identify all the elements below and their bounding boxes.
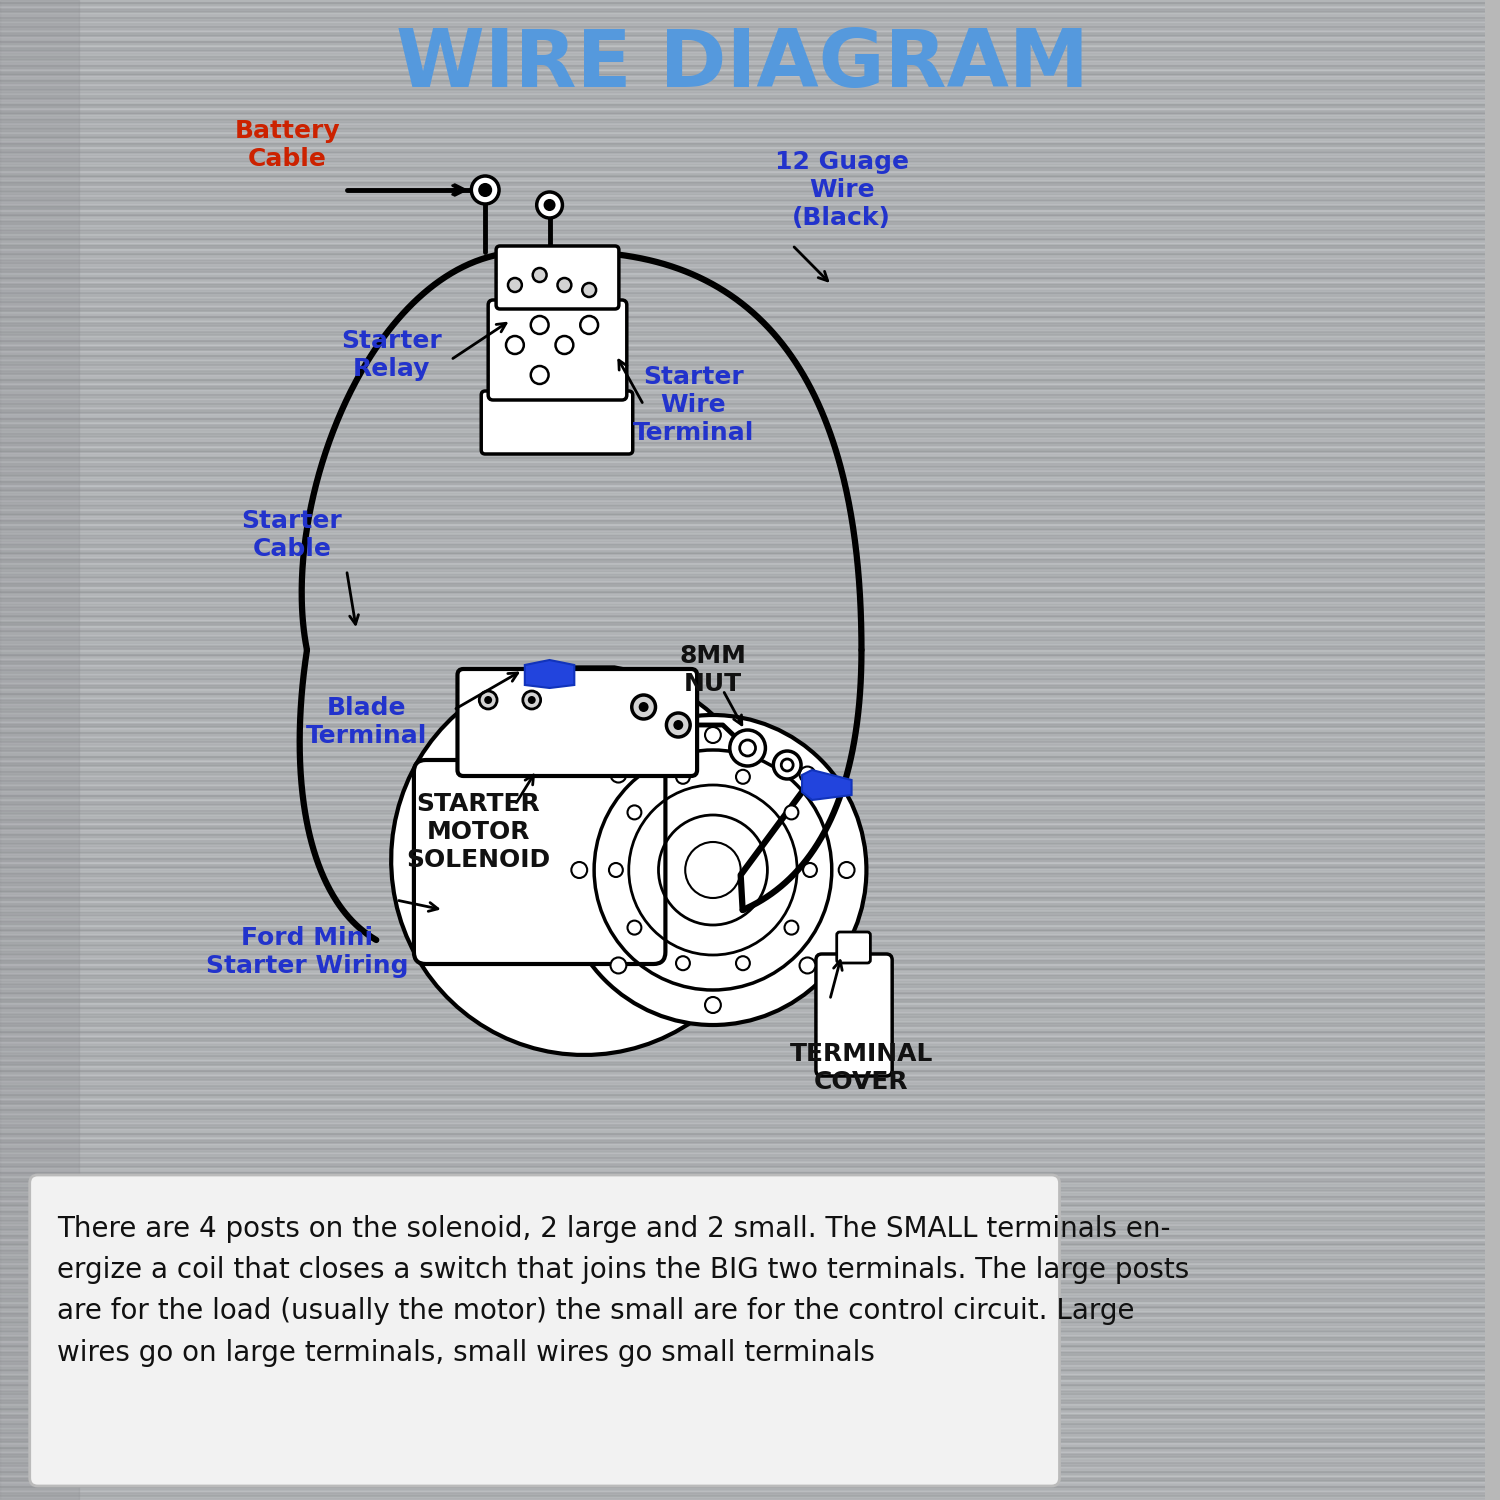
Text: Starter
Cable: Starter Cable	[242, 509, 342, 561]
Circle shape	[531, 316, 549, 334]
Text: Blade
Terminal: Blade Terminal	[306, 696, 428, 748]
Circle shape	[544, 200, 555, 210]
Circle shape	[610, 766, 627, 783]
Circle shape	[509, 278, 522, 292]
Circle shape	[674, 720, 682, 730]
Circle shape	[532, 268, 546, 282]
Text: 8MM
NUT: 8MM NUT	[680, 644, 747, 696]
Circle shape	[480, 184, 490, 196]
Circle shape	[736, 956, 750, 970]
Polygon shape	[525, 660, 574, 688]
Circle shape	[676, 956, 690, 970]
Circle shape	[782, 759, 794, 771]
Text: Starter
Wire
Terminal: Starter Wire Terminal	[633, 364, 754, 446]
Text: 12 Guage
Wire
(Black): 12 Guage Wire (Black)	[774, 150, 909, 230]
Circle shape	[471, 176, 500, 204]
FancyBboxPatch shape	[816, 954, 892, 1076]
Polygon shape	[802, 770, 852, 800]
Circle shape	[555, 336, 573, 354]
FancyBboxPatch shape	[837, 932, 870, 963]
Circle shape	[740, 740, 756, 756]
Circle shape	[639, 702, 648, 712]
Circle shape	[560, 716, 867, 1024]
FancyBboxPatch shape	[458, 669, 698, 776]
Circle shape	[609, 862, 622, 877]
Circle shape	[705, 998, 722, 1012]
Circle shape	[666, 712, 690, 736]
Circle shape	[784, 921, 798, 934]
FancyBboxPatch shape	[30, 1174, 1059, 1486]
Polygon shape	[392, 668, 777, 1054]
FancyBboxPatch shape	[482, 392, 633, 454]
Text: TERMINAL
COVER: TERMINAL COVER	[790, 1042, 933, 1094]
Circle shape	[730, 730, 765, 766]
FancyBboxPatch shape	[488, 300, 627, 400]
Bar	[0, 0, 80, 1500]
Circle shape	[627, 921, 642, 934]
Circle shape	[705, 728, 722, 742]
Circle shape	[506, 336, 524, 354]
Circle shape	[839, 862, 855, 877]
Circle shape	[484, 696, 492, 703]
Circle shape	[558, 278, 572, 292]
Circle shape	[802, 862, 818, 877]
Circle shape	[784, 806, 798, 819]
Circle shape	[580, 316, 598, 334]
Text: WIRE DIAGRAM: WIRE DIAGRAM	[396, 26, 1089, 104]
Circle shape	[610, 957, 627, 974]
Text: Starter
Relay: Starter Relay	[340, 328, 441, 381]
FancyBboxPatch shape	[414, 760, 666, 964]
Circle shape	[572, 862, 586, 877]
Text: Ford Mini
Starter Wiring: Ford Mini Starter Wiring	[206, 926, 408, 978]
Circle shape	[736, 770, 750, 784]
Circle shape	[528, 696, 536, 703]
Circle shape	[537, 192, 562, 217]
Circle shape	[627, 806, 642, 819]
Circle shape	[774, 752, 801, 778]
Circle shape	[800, 766, 816, 783]
Text: STARTER
MOTOR
SOLENOID: STARTER MOTOR SOLENOID	[406, 792, 550, 871]
Circle shape	[632, 694, 656, 718]
Circle shape	[531, 366, 549, 384]
Circle shape	[800, 957, 816, 974]
Circle shape	[676, 770, 690, 784]
Circle shape	[480, 692, 496, 709]
FancyBboxPatch shape	[496, 246, 620, 309]
Circle shape	[524, 692, 540, 709]
Text: There are 4 posts on the solenoid, 2 large and 2 small. The SMALL terminals en-
: There are 4 posts on the solenoid, 2 lar…	[57, 1215, 1190, 1366]
Circle shape	[582, 284, 596, 297]
Text: Battery
Cable: Battery Cable	[234, 118, 340, 171]
